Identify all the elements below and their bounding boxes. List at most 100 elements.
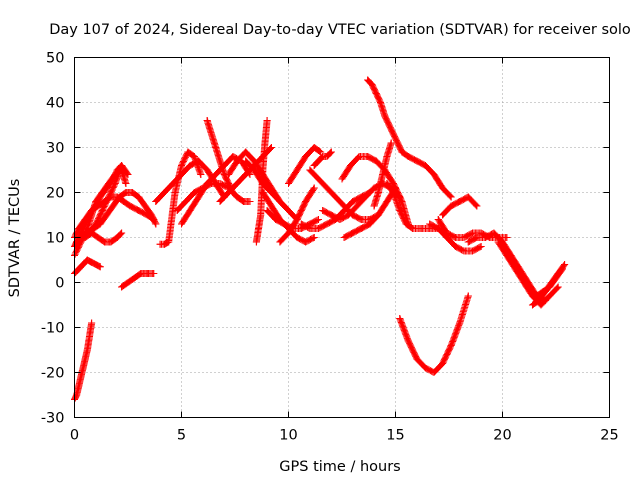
data-point: [327, 211, 335, 219]
data-point: [426, 220, 434, 228]
data-point: [150, 270, 158, 277]
data-point: [336, 216, 344, 223]
data-point: [383, 180, 391, 187]
data-point: [434, 225, 442, 232]
data-point: [152, 220, 160, 228]
data-point: [546, 283, 554, 291]
data-point: [357, 216, 365, 223]
data-point: [464, 292, 472, 300]
data-point: [255, 225, 263, 232]
data-point: [267, 144, 275, 151]
data-point: [85, 333, 93, 340]
data-point: [242, 157, 250, 165]
data-point: [96, 263, 104, 271]
data-point: [340, 202, 348, 210]
y-tick-label: 0: [55, 276, 64, 292]
data-point: [107, 193, 115, 201]
data-point: [150, 216, 158, 223]
data-point: [263, 207, 271, 214]
data-point: [113, 234, 121, 241]
series-track-30: [370, 139, 395, 210]
data-point: [75, 225, 83, 232]
data-point: [122, 180, 130, 187]
data-point: [451, 234, 459, 241]
data-point: [103, 184, 111, 192]
data-point: [261, 139, 269, 147]
series-track-23: [310, 148, 335, 169]
data-point: [216, 157, 224, 165]
data-point: [297, 220, 305, 228]
data-point: [293, 216, 301, 223]
data-point: [374, 189, 382, 196]
data-point: [310, 144, 318, 151]
data-point: [109, 202, 117, 210]
data-point: [477, 243, 485, 250]
data-point: [473, 234, 481, 241]
x-tick-label: 20: [493, 428, 511, 444]
data-point: [404, 153, 412, 160]
data-point: [81, 234, 89, 241]
data-point: [98, 207, 106, 214]
data-point: [118, 229, 126, 237]
data-point: [250, 157, 258, 165]
data-point: [447, 202, 455, 210]
data-point: [195, 157, 203, 165]
series-track-35: [439, 193, 481, 219]
data-point: [310, 184, 318, 192]
data-point: [396, 207, 404, 214]
data-point: [77, 373, 85, 381]
data-point: [197, 171, 205, 178]
data-point: [314, 175, 322, 183]
data-point: [539, 288, 547, 295]
data-point: [302, 238, 310, 246]
data-point: [96, 220, 104, 228]
data-point: [267, 189, 275, 196]
data-point: [372, 90, 380, 97]
data-point: [310, 234, 318, 241]
data-point: [469, 247, 477, 255]
data-point: [259, 166, 267, 174]
data-point: [533, 292, 541, 300]
series-track-07: [71, 256, 104, 277]
data-point: [398, 148, 406, 156]
data-point: [118, 162, 126, 169]
data-point: [460, 247, 468, 255]
y-tick-label: -10: [41, 321, 65, 337]
data-point: [190, 153, 198, 160]
series-track-06: [81, 229, 126, 246]
data-point: [242, 171, 250, 178]
series-markers: [494, 238, 562, 309]
data-point: [537, 301, 545, 309]
data-point: [259, 180, 267, 187]
data-point: [490, 229, 498, 237]
data-point: [113, 193, 121, 201]
series-track-22: [285, 144, 325, 187]
data-point: [90, 225, 98, 232]
data-point: [317, 148, 325, 156]
data-point: [96, 193, 104, 201]
data-point: [173, 207, 181, 214]
x-tick-label: 25: [600, 428, 618, 444]
data-point: [83, 256, 91, 264]
data-point: [362, 193, 370, 201]
data-point: [381, 112, 389, 120]
data-point: [79, 364, 87, 372]
series-markers: [396, 292, 472, 376]
data-point: [143, 270, 151, 277]
data-point: [439, 360, 447, 367]
data-point: [464, 193, 472, 201]
data-point: [430, 369, 438, 376]
data-point: [75, 265, 83, 273]
data-point: [370, 202, 378, 210]
data-point: [332, 193, 340, 201]
y-axis-label: SDTVAR / TECUs: [7, 179, 23, 298]
data-point: [421, 364, 429, 372]
data-point: [456, 319, 464, 327]
data-point: [451, 243, 459, 250]
data-point: [207, 180, 215, 187]
x-tick-label: 0: [70, 428, 79, 444]
data-point: [135, 207, 143, 214]
data-point: [327, 148, 335, 156]
data-point: [387, 139, 395, 147]
